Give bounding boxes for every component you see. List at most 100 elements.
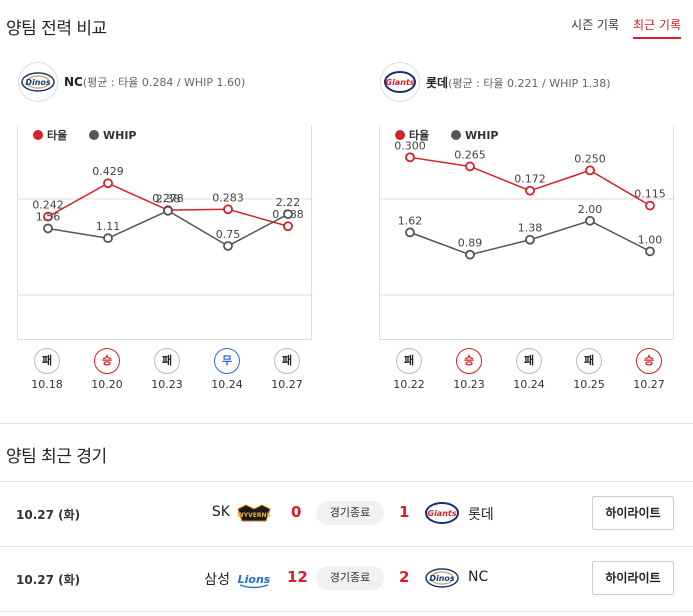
data-point <box>465 161 475 172</box>
team-summary-lotte: (평균 : 타율 0.221 / WHIP 1.38) <box>448 76 611 90</box>
game-result: 승 10.20 <box>87 348 127 391</box>
svg-text:Giants: Giants <box>428 509 457 518</box>
data-point <box>645 200 655 211</box>
giants-logo-icon: Giants <box>380 62 420 102</box>
data-label: 0.75 <box>216 228 241 241</box>
data-point <box>585 165 595 176</box>
data-label: 2.00 <box>578 203 603 216</box>
result-badge: 패 <box>274 348 300 374</box>
game-result: 패 10.22 <box>389 348 429 391</box>
team-summary-nc: (평균 : 타율 0.284 / WHIP 1.60) <box>82 76 246 89</box>
data-point <box>525 234 535 245</box>
data-label: 0.300 <box>394 139 426 152</box>
game-result: 패 10.23 <box>147 348 187 391</box>
result-badge: 승 <box>636 348 662 374</box>
data-label: 0.250 <box>574 152 606 165</box>
data-point <box>465 249 475 260</box>
result-date: 10.27 <box>633 378 665 391</box>
home-score: 0 <box>291 503 302 521</box>
data-point <box>405 227 415 238</box>
legend-label: WHIP <box>103 129 137 142</box>
game-result: 패 10.25 <box>569 348 609 391</box>
data-label: 1.11 <box>96 220 121 233</box>
wyverns-logo-icon: WYVERNS <box>236 498 272 528</box>
legend-marker <box>89 130 99 140</box>
chart-nc-svg: 타율WHIP0.2420.4290.2780.2830.1881.561.112… <box>18 128 313 296</box>
data-label: 0.115 <box>634 188 666 201</box>
game-result: 승 10.23 <box>449 348 489 391</box>
result-badge: 승 <box>456 348 482 374</box>
data-label: 0.265 <box>454 148 486 161</box>
game-result: 패 10.18 <box>27 348 67 391</box>
chart-nc: 타율WHIP0.2420.4290.2780.2830.1881.561.112… <box>17 126 313 340</box>
result-badge: 패 <box>154 348 180 374</box>
svg-text:Lions: Lions <box>238 573 271 586</box>
away-score: 1 <box>399 503 410 521</box>
away-team-name: 롯데 <box>468 507 494 523</box>
data-label: 0.172 <box>514 173 546 186</box>
data-point <box>163 205 173 216</box>
lions-logo-icon: Lions <box>236 563 272 593</box>
data-point <box>223 241 233 251</box>
team-header-lotte: Giants 롯데(평균 : 타율 0.221 / WHIP 1.38) <box>380 60 611 104</box>
legend-label: WHIP <box>465 129 499 142</box>
row-divider <box>0 611 693 612</box>
result-date: 10.22 <box>393 378 425 391</box>
data-point <box>645 246 655 257</box>
home-score: 12 <box>287 568 308 586</box>
highlight-button[interactable]: 하이라이트 <box>592 496 674 530</box>
team-name-nc: NC <box>64 75 83 89</box>
row-divider <box>0 481 693 482</box>
data-label: 0.278 <box>152 192 184 205</box>
result-badge: 패 <box>576 348 602 374</box>
compare-title: 양팀 전력 비교 <box>6 19 107 39</box>
data-point <box>103 233 113 244</box>
dinos-logo-icon: Dinos <box>424 563 460 593</box>
data-point <box>585 215 595 226</box>
data-label: 0.242 <box>32 199 64 212</box>
svg-text:WYVERNS: WYVERNS <box>237 512 271 519</box>
game-result: 무 10.24 <box>207 348 247 391</box>
chart-lotte: 타율 WHIP 0.300 0.265 0.172 0.250 0.115 1.62 0.89 1… <box>379 126 675 340</box>
data-point <box>525 185 535 196</box>
results-lotte: 패 10.22 승 10.23 패 10.24 패 10.25 승 10.27 <box>379 348 674 394</box>
row-divider <box>0 546 693 547</box>
result-badge: 패 <box>396 348 422 374</box>
recent-title: 양팀 최근 경기 <box>6 447 107 467</box>
result-date: 10.23 <box>151 378 183 391</box>
result-date: 10.27 <box>271 378 303 391</box>
giants-logo-icon: Giants <box>424 498 460 528</box>
team-name-lotte: 롯데 <box>426 75 449 90</box>
game-date: 10.27 (화) <box>16 508 81 522</box>
results-nc: 패 10.18 승 10.20 패 10.23 무 10.24 패 10.27 <box>17 348 312 394</box>
highlight-button[interactable]: 하이라이트 <box>592 561 674 595</box>
result-badge: 패 <box>34 348 60 374</box>
tab-recent-record[interactable]: 최근 기록 <box>633 16 681 39</box>
home-team-name: 삼성 <box>204 572 230 588</box>
data-point <box>43 223 53 234</box>
data-label: 1.62 <box>398 214 423 227</box>
data-label: 2.22 <box>276 196 301 209</box>
data-point <box>283 221 293 232</box>
game-row: 10.27 (화) 삼성 Lions 12 경기종료 2 Dinos NC 하이… <box>0 547 693 611</box>
data-label: 1.38 <box>518 222 543 235</box>
data-label: 0.283 <box>212 191 244 204</box>
data-point <box>283 209 293 220</box>
legend-marker <box>451 130 461 140</box>
data-label: 2.38 <box>156 193 181 206</box>
away-score: 2 <box>399 568 410 586</box>
section-divider <box>0 423 693 424</box>
tab-season-record[interactable]: 시즌 기록 <box>571 18 620 32</box>
result-date: 10.18 <box>31 378 63 391</box>
game-date: 10.27 (화) <box>16 573 81 587</box>
result-date: 10.20 <box>91 378 123 391</box>
team-header-nc: Dinos NC(평균 : 타율 0.284 / WHIP 1.60) <box>18 60 245 104</box>
result-badge: 무 <box>214 348 240 374</box>
home-team-name: SK <box>211 504 230 520</box>
data-point <box>103 178 113 189</box>
game-result: 패 10.24 <box>509 348 549 391</box>
data-point <box>223 204 233 215</box>
result-date: 10.23 <box>453 378 485 391</box>
result-date: 10.25 <box>573 378 605 391</box>
game-result: 패 10.27 <box>267 348 307 391</box>
